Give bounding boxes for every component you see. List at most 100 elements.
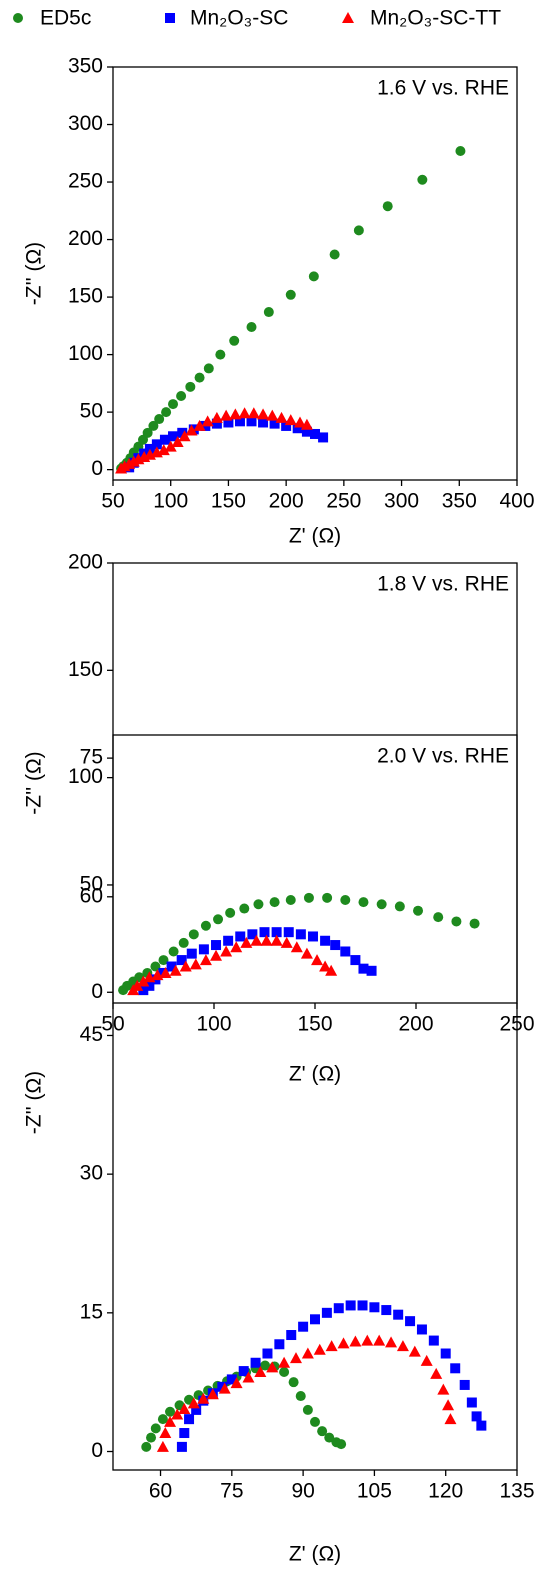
point [263, 307, 274, 318]
point [206, 1388, 219, 1400]
point [300, 947, 313, 959]
point [262, 1348, 273, 1359]
point [301, 1347, 314, 1359]
point [176, 391, 187, 402]
point [340, 894, 351, 905]
point [280, 936, 293, 948]
point [318, 432, 329, 443]
y-tick-label: 150 [68, 658, 103, 681]
point [298, 1321, 309, 1332]
point [417, 174, 428, 185]
y-tick-label: 150 [68, 285, 103, 308]
point [469, 918, 480, 929]
point [329, 249, 340, 260]
point [151, 439, 162, 450]
y-tick-label: 300 [68, 112, 103, 135]
point [310, 428, 320, 439]
point [358, 963, 369, 974]
point [218, 1382, 231, 1394]
point [230, 941, 243, 953]
point [345, 1300, 356, 1311]
point [150, 961, 161, 972]
point [159, 434, 170, 445]
point [450, 1363, 461, 1374]
point [141, 1441, 152, 1452]
point [319, 960, 332, 972]
point [357, 1300, 368, 1311]
point [290, 941, 303, 953]
point [393, 1309, 404, 1320]
legend-marker [342, 12, 354, 23]
point [230, 1377, 243, 1389]
x-tick-label: 75 [220, 1480, 243, 1503]
point [185, 424, 198, 436]
point [310, 1416, 320, 1427]
point [278, 1356, 291, 1368]
y-tick-label: 0 [91, 980, 103, 1003]
point [146, 1432, 157, 1443]
point [325, 964, 338, 976]
point [225, 907, 236, 918]
y-tick-label: 200 [68, 551, 103, 574]
point [229, 335, 240, 346]
point [169, 964, 182, 976]
point [292, 423, 303, 434]
point [246, 416, 257, 427]
point [259, 927, 270, 938]
point [320, 935, 331, 946]
point [444, 1413, 457, 1425]
point [322, 892, 333, 903]
point [373, 1334, 386, 1346]
point [471, 1411, 482, 1422]
point [229, 408, 242, 420]
y-tick-label: 350 [68, 55, 103, 78]
x-tick-label: 200 [269, 490, 304, 513]
point [238, 407, 251, 419]
x-tick-label: 120 [428, 1480, 463, 1503]
point [211, 940, 222, 951]
point [455, 145, 466, 156]
point [353, 225, 364, 236]
point [313, 1343, 326, 1355]
point [157, 444, 170, 456]
point [308, 271, 319, 282]
x-axis-label: Z' (Ω) [289, 1063, 341, 1086]
point [260, 934, 273, 946]
point [476, 1420, 487, 1431]
legend-label: Mn₂O₃-SC-TT [370, 7, 501, 30]
point [178, 430, 191, 442]
x-tick-label: 135 [499, 1480, 534, 1503]
point [187, 1397, 200, 1409]
point [188, 929, 199, 940]
point [211, 418, 222, 429]
point [286, 1330, 297, 1341]
point [200, 920, 211, 931]
legend-label: ED5c [40, 7, 91, 30]
point [159, 1427, 172, 1439]
point [168, 431, 179, 442]
point [302, 1404, 313, 1415]
point [179, 960, 192, 972]
point [416, 1324, 427, 1335]
point [213, 914, 224, 925]
point [311, 954, 324, 966]
y-axis-label: -Z'' (Ω) [23, 1071, 46, 1134]
annotation: 1.8 V vs. RHE [377, 573, 509, 596]
x-tick-label: 150 [211, 490, 246, 513]
y-tick-label: 0 [91, 457, 103, 480]
point [258, 417, 269, 428]
point [131, 979, 144, 991]
y-tick-label: 250 [68, 170, 103, 193]
point [466, 1397, 477, 1408]
point [369, 1302, 380, 1313]
point [366, 965, 377, 976]
point [250, 934, 263, 946]
point [337, 1337, 350, 1349]
point [330, 940, 341, 951]
point [381, 1305, 392, 1316]
y-tick-label: 75 [80, 746, 103, 769]
point [307, 931, 318, 942]
point [281, 420, 292, 431]
point [201, 415, 214, 427]
